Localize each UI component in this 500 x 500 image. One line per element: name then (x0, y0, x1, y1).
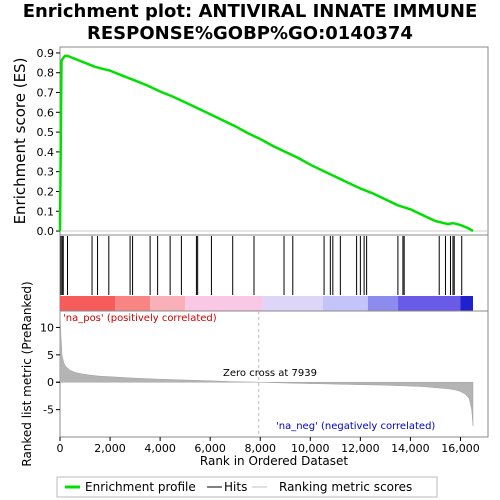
metric-ytick-label: 5 (47, 349, 54, 362)
legend-hits-label: Hits (224, 480, 247, 494)
ranked-list-color-segment (322, 296, 368, 311)
ranking-metric-panel: 10 5 0 -5 0 2,000 4,000 6,000 8,000 10,000 12,000 1… (20, 281, 489, 468)
zero-cross-annotation: Zero cross at 7939 (223, 368, 317, 379)
metric-xtick-label: 16,000 (441, 442, 480, 455)
metric-xtick-label: 14,000 (391, 442, 430, 455)
ranked-list-color-segment (262, 296, 323, 311)
legend-frame (56, 476, 438, 498)
es-ytick-label: 0.7 (37, 87, 55, 100)
es-ytick-label: 0.0 (37, 225, 55, 238)
ranked-list-color-segment (115, 296, 151, 311)
metric-xtick-label: 2,000 (94, 442, 126, 455)
es-panel: 0.0 0.1 0.2 0.3 0.4 0.5 0.6 0.7 0.8 0.9 Enrichment… (11, 46, 489, 238)
enrichment-profile-line (58, 54, 474, 233)
ranked-list-color-segment (460, 296, 473, 311)
ranked-list-color-segment (397, 296, 461, 311)
ranking-metric-area (59, 310, 474, 427)
metric-ytick-label: 10 (40, 321, 54, 334)
legend-metric-label: Ranking metric scores (279, 480, 412, 494)
metric-ytick-label: -5 (43, 404, 54, 417)
metric-xtick-label: 0 (57, 442, 64, 455)
na-neg-annotation: 'na_neg' (negatively correlated) (276, 421, 435, 432)
na-pos-annotation: 'na_pos' (positively correlated) (63, 313, 217, 324)
metric-xtick-label: 4,000 (144, 442, 176, 455)
es-ytick-label: 0.9 (37, 47, 55, 60)
ranked-list-color-segment (60, 296, 116, 311)
ranked-list-color-segment (185, 296, 263, 311)
metric-xtick-label: 6,000 (194, 442, 226, 455)
es-ytick-label: 0.3 (37, 166, 55, 179)
metric-xlabel: Rank in Ordered Dataset (200, 454, 348, 468)
chart-title-line2: RESPONSE%GOBP%GO:0140374 (87, 23, 413, 44)
metric-plot-frame (59, 310, 489, 438)
es-ytick-label: 0.2 (37, 185, 55, 198)
ranked-list-color-segment (150, 296, 186, 311)
es-ytick-label: 0.8 (37, 67, 55, 80)
hits-panel (59, 234, 489, 312)
es-ytick-label: 0.1 (37, 205, 55, 218)
metric-xtick-label: 8,000 (244, 442, 276, 455)
legend-enrichment-label: Enrichment profile (85, 480, 196, 494)
es-ytick-label: 0.5 (37, 126, 55, 139)
metric-ytick-label: 0 (47, 376, 54, 389)
chart-title-line1: Enrichment plot: ANTIVIRAL INNATE IMMUNE (23, 1, 478, 22)
metric-ylabel: Ranked list metric (PreRanked) (20, 281, 34, 466)
es-ylabel: Enrichment score (ES) (11, 58, 29, 225)
metric-xtick-label: 12,000 (341, 442, 380, 455)
metric-xtick-label: 10,000 (291, 442, 330, 455)
ranked-list-color-segment (367, 296, 398, 311)
es-ytick-label: 0.6 (37, 106, 55, 119)
es-ytick-label: 0.4 (37, 146, 55, 159)
legend: Enrichment profile Hits Ranking metric sco… (56, 476, 438, 498)
